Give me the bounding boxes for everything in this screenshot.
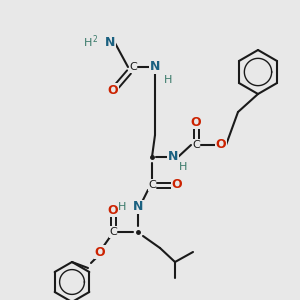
Text: O: O	[216, 139, 226, 152]
Text: N: N	[133, 200, 143, 214]
Text: H: H	[179, 162, 187, 172]
Text: N: N	[168, 151, 178, 164]
Text: O: O	[95, 245, 105, 259]
Text: O: O	[108, 203, 118, 217]
Text: H: H	[118, 202, 126, 212]
Text: C: C	[192, 140, 200, 150]
Text: H: H	[164, 75, 172, 85]
Text: O: O	[108, 83, 118, 97]
Text: N: N	[105, 37, 115, 50]
Text: 2: 2	[93, 35, 98, 44]
Text: C: C	[148, 180, 156, 190]
Text: C: C	[109, 227, 117, 237]
Text: H: H	[84, 38, 92, 48]
Text: C: C	[129, 62, 137, 72]
Text: N: N	[150, 61, 160, 74]
Text: O: O	[191, 116, 201, 128]
Text: O: O	[172, 178, 182, 191]
